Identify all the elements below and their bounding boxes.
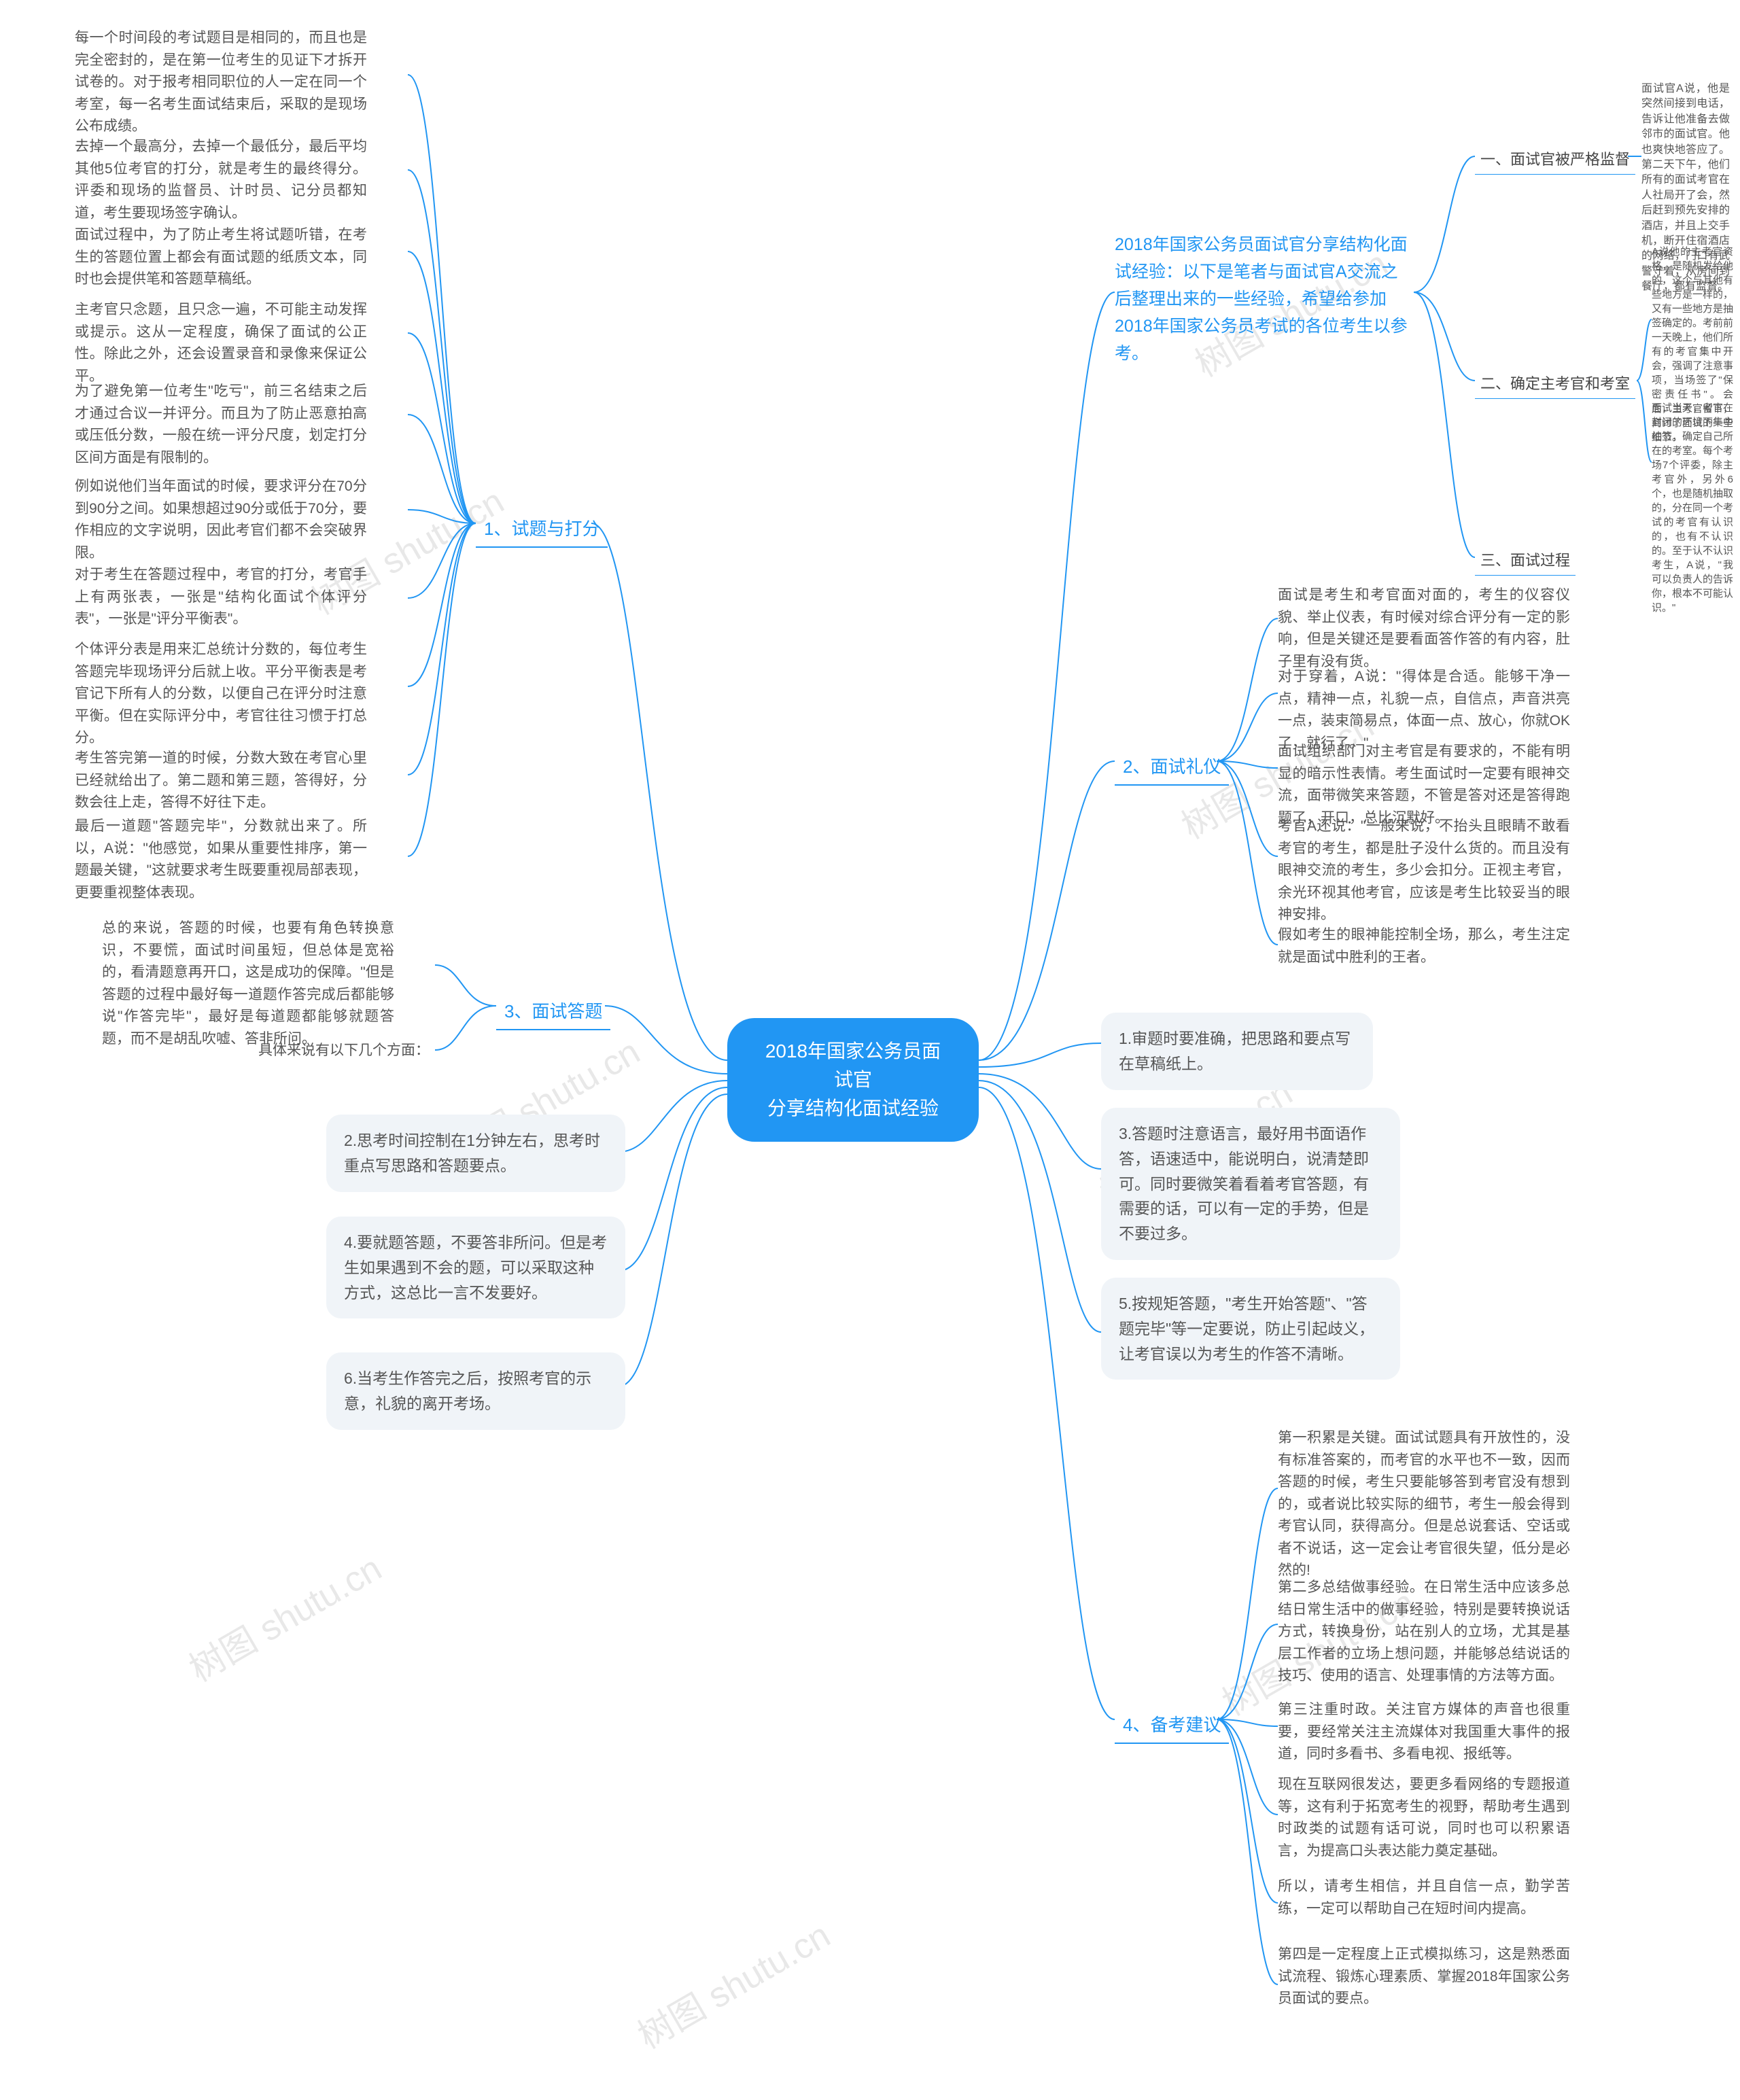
branch-1: 1、试题与打分	[476, 511, 608, 548]
branch4-leaf-4: 所以，请考生相信，并且自信一点，勤学苦练，一定可以帮助自己在短时间内提高。	[1278, 1876, 1570, 1920]
branch1-leaf-5: 例如说他们当年面试的时候，要求评分在70分到90分之间。如果想超过90分或低于7…	[75, 476, 367, 564]
bubble-2: 2.思考时间控制在1分钟左右，思考时重点写思路和答题要点。	[326, 1115, 625, 1192]
bubble-5: 5.按规矩答题，"考生开始答题"、"答题完毕"等一定要说，防止引起歧义，让考官误…	[1101, 1278, 1400, 1380]
branch-4: 4、备考建议	[1115, 1707, 1229, 1744]
intro-sub-b: 二、确定主考官和考室	[1475, 370, 1635, 399]
branch3-leaf-0: 总的来说，答题的时候，也要有角色转换意识，不要慌，面试时间虽短，但总体是宽裕的，…	[102, 917, 394, 1050]
branch1-leaf-9: 最后一道题"答题完毕"，分数就出来了。所以，A说："他感觉，如果从重要性排序，第…	[75, 816, 367, 904]
bubble-4: 4.要就题答题，不要答非所问。但是考生如果遇到不会的题，可以采取这种方式，这总比…	[326, 1217, 625, 1318]
branch-3: 3、面试答题	[496, 994, 610, 1030]
branch1-leaf-3: 主考官只念题，且只念一遍，不可能主动发挥或提示。这从一定程度，确保了面试的公正性…	[75, 299, 367, 387]
watermark: 树图 shutu.cn	[627, 1907, 837, 2058]
branch4-leaf-1: 第二多总结做事经验。在日常生活中应该多总结日常生活中的做事经验，特别是要转换说话…	[1278, 1577, 1570, 1687]
branch3-leaf-1: 具体来说有以下几个方面：	[258, 1040, 430, 1062]
bubble-3: 3.答题时注意语言，最好用书面语作答，语速适中，能说明白，说清楚即可。同时要微笑…	[1101, 1108, 1400, 1260]
branch1-leaf-1: 去掉一个最高分，去掉一个最低分，最后平均其他5位考官的打分，就是考生的最终得分。…	[75, 136, 367, 224]
branch4-leaf-2: 第三注重时政。关注官方媒体的声音也很重要，要经常关注主流媒体对我国重大事件的报道…	[1278, 1699, 1570, 1766]
intro-sub-a: 一、面试官被严格监督	[1475, 145, 1635, 175]
branch2-leaf-3: 考官A还说："一般来说，不抬头且眼睛不敢看考官的考生，都是肚子没什么货的。而且没…	[1278, 816, 1570, 926]
branch2-leaf-4: 假如考生的眼神能控制全场，那么，考生注定就是面试中胜利的王者。	[1278, 924, 1570, 968]
bubble-1: 1.审题时要准确，把思路和要点写在草稿纸上。	[1101, 1013, 1373, 1090]
branch2-leaf-0: 面试是考生和考官面对面的，考生的仪容仪貌、举止仪表，有时候对综合评分有一定的影响…	[1278, 584, 1570, 673]
branch1-leaf-7: 个体评分表是用来汇总统计分数的，每位考生答题完毕现场评分后就上收。平分平衡表是考…	[75, 639, 367, 750]
center-line1: 2018年国家公务员面试官	[765, 1040, 941, 1090]
branch1-leaf-6: 对于考生在答题过程中，考官的打分，考官手上有两张表，一张是"结构化面试个体评分表…	[75, 564, 367, 631]
branch1-leaf-4: 为了避免第一位考生"吃亏"，前三名结束之后才通过合议一并评分。而且为了防止恶意拍…	[75, 381, 367, 469]
intro-sub-c: 三、面试过程	[1475, 546, 1576, 576]
branch4-leaf-5: 第四是一定程度上正式模拟练习，这是熟悉面试流程、锻炼心理素质、掌握2018年国家…	[1278, 1944, 1570, 2010]
center-title: 2018年国家公务员面试官 分享结构化面试经验	[727, 1018, 979, 1142]
intro-text: 2018年国家公务员面试官分享结构化面试经验：以下是笔者与面试官A交流之后整理出…	[1115, 231, 1414, 367]
branch1-leaf-0: 每一个时间段的考试题目是相同的，而且也是完全密封的，是在第一位考生的见证下才拆开…	[75, 27, 367, 138]
branch4-leaf-3: 现在互联网很发达，要更多看网络的专题报道等，这有利于拓宽考生的视野，帮助考生遇到…	[1278, 1774, 1570, 1862]
watermark: 树图 shutu.cn	[178, 1540, 389, 1691]
center-line2: 分享结构化面试经验	[767, 1098, 939, 1119]
branch-2: 2、面试礼仪	[1115, 749, 1229, 786]
bubble-6: 6.当考生作答完之后，按照考官的示意，礼貌的离开考场。	[326, 1352, 625, 1430]
branch4-leaf-0: 第一积累是关键。面试试题具有开放性的，没有标准答案的，而考官的水平也不一致，因而…	[1278, 1427, 1570, 1582]
intro-sub-b-leaf2: 面试当天，考官在封闭的环境下集中抽签，确定自己所在的考室。每个考场7个评委，除主…	[1652, 401, 1733, 615]
branch1-leaf-2: 面试过程中，为了防止考生将试题听错，在考生的答题位置上都会有面试题的纸质文本，同…	[75, 224, 367, 291]
branch1-leaf-8: 考生答完第一道的时候，分数大致在考官心里已经就给出了。第二题和第三题，答得好，分…	[75, 748, 367, 814]
